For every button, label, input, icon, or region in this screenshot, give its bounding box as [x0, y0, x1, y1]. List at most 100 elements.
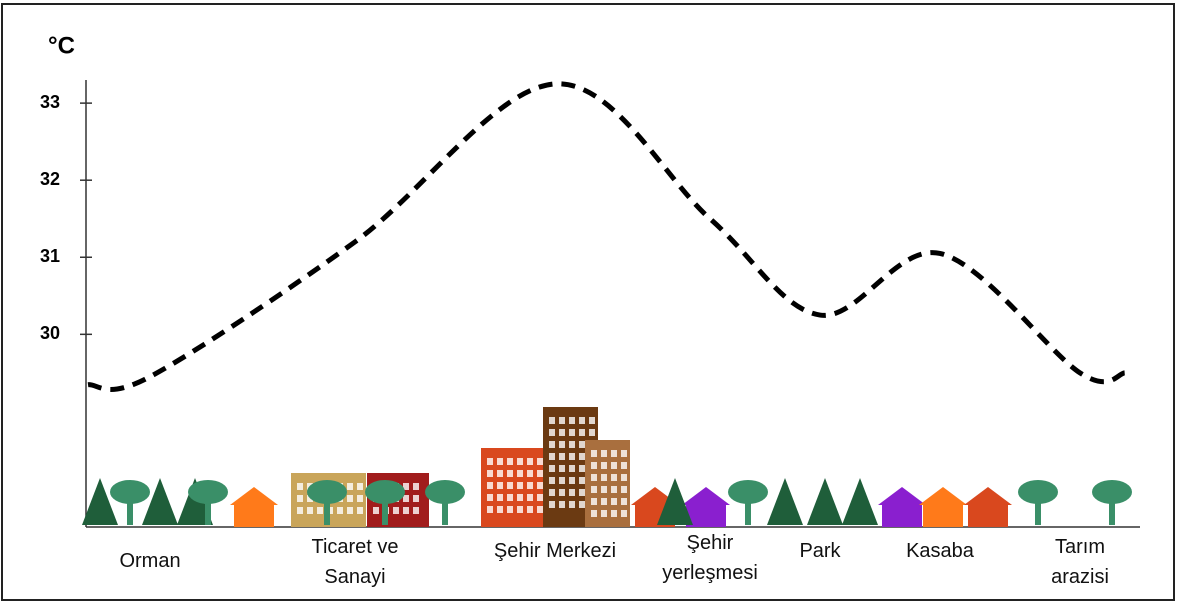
window: [569, 417, 575, 424]
window: [549, 429, 555, 436]
window: [569, 441, 575, 448]
window: [337, 507, 343, 514]
window: [601, 474, 607, 481]
window: [347, 495, 353, 502]
tree-crown: [425, 480, 465, 504]
window: [591, 450, 597, 457]
window: [549, 453, 555, 460]
window: [357, 507, 363, 514]
window: [559, 465, 565, 472]
window: [413, 495, 419, 502]
house: [686, 503, 726, 527]
window: [611, 450, 617, 457]
window: [527, 482, 533, 489]
window: [527, 470, 533, 477]
window: [579, 465, 585, 472]
x-category-label: Kasaba: [906, 540, 974, 562]
y-tick-label: 33: [40, 92, 60, 112]
house: [882, 503, 922, 527]
window: [497, 482, 503, 489]
window: [611, 486, 617, 493]
window: [373, 507, 379, 514]
window: [403, 495, 409, 502]
window: [393, 507, 399, 514]
window: [591, 498, 597, 505]
window: [537, 470, 543, 477]
window: [347, 483, 353, 490]
window: [517, 458, 523, 465]
window: [589, 417, 595, 424]
window: [569, 453, 575, 460]
tree-crown: [728, 480, 768, 504]
window: [507, 506, 513, 513]
window: [601, 486, 607, 493]
window: [579, 453, 585, 460]
window: [569, 465, 575, 472]
window: [317, 507, 323, 514]
window: [559, 501, 565, 508]
window: [559, 441, 565, 448]
window: [559, 453, 565, 460]
window: [621, 486, 627, 493]
window: [621, 450, 627, 457]
window: [579, 489, 585, 496]
window: [559, 489, 565, 496]
pine-tree: [842, 478, 878, 525]
window: [487, 494, 493, 501]
window: [517, 482, 523, 489]
window: [497, 470, 503, 477]
window: [591, 462, 597, 469]
tree-crown: [1092, 480, 1132, 504]
temperature-line: [87, 81, 1126, 392]
window: [487, 506, 493, 513]
window: [507, 482, 513, 489]
window: [347, 507, 353, 514]
window: [569, 501, 575, 508]
window: [487, 458, 493, 465]
window: [549, 477, 555, 484]
window: [497, 506, 503, 513]
tree-trunk: [1109, 495, 1115, 525]
window: [507, 458, 513, 465]
window: [507, 470, 513, 477]
window: [537, 494, 543, 501]
frame: [1, 3, 1175, 601]
roof: [230, 487, 278, 505]
window: [517, 470, 523, 477]
window: [579, 417, 585, 424]
window: [621, 474, 627, 481]
window: [549, 489, 555, 496]
window: [487, 482, 493, 489]
illustration: [82, 407, 1132, 527]
window: [549, 417, 555, 424]
x-category-label: Park: [799, 540, 841, 562]
window: [621, 498, 627, 505]
x-category-label: Ticaret ve Sanayi: [311, 536, 399, 588]
window: [549, 501, 555, 508]
pine-tree: [177, 478, 213, 525]
window: [537, 482, 543, 489]
window: [559, 429, 565, 436]
pine-tree: [142, 478, 178, 525]
tree-trunk: [442, 495, 448, 525]
window: [487, 470, 493, 477]
house: [234, 503, 274, 527]
pine-tree: [82, 478, 118, 525]
tree-trunk: [324, 495, 330, 525]
window: [297, 495, 303, 502]
pine-tree: [767, 478, 803, 525]
window: [357, 483, 363, 490]
y-tick-label: 32: [40, 169, 60, 189]
window: [611, 510, 617, 517]
window: [589, 429, 595, 436]
tree-trunk: [1035, 495, 1041, 525]
x-category-label: Şehir Merkezi: [493, 540, 617, 562]
window: [591, 486, 597, 493]
window: [591, 474, 597, 481]
window: [601, 462, 607, 469]
window: [591, 510, 597, 517]
window: [357, 495, 363, 502]
house: [968, 503, 1008, 527]
